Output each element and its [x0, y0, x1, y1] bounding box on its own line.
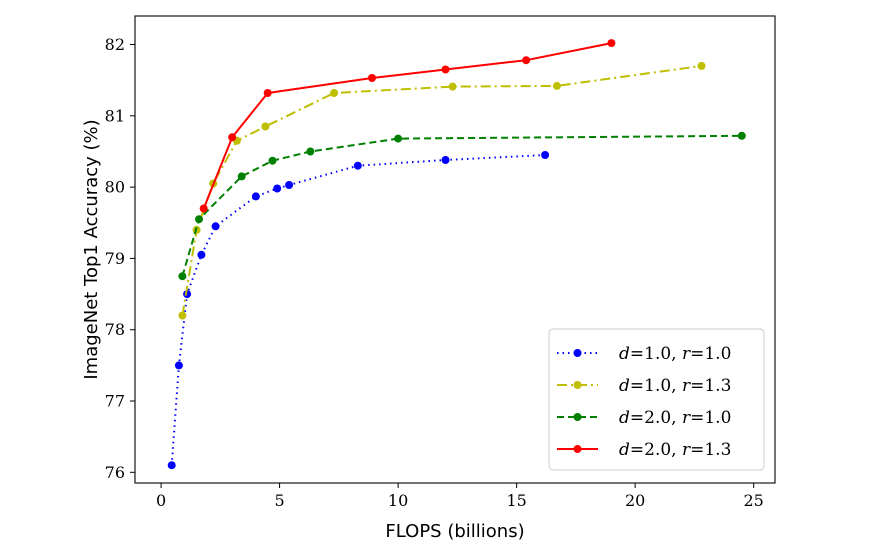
series-3 [199, 39, 616, 213]
data-point [368, 74, 376, 82]
series-line [170, 154, 546, 466]
x-tick-label: 0 [156, 491, 166, 510]
x-tick-label: 20 [625, 491, 645, 510]
legend-value: =1.3 [690, 376, 731, 396]
legend-variable: d [619, 376, 630, 396]
x-tick-label: 10 [388, 491, 408, 510]
y-tick-label: 82 [105, 35, 125, 54]
data-point [268, 156, 277, 165]
x-axis-ticks: 0 5 10 15 20 25 [156, 483, 764, 510]
legend-variable: r [682, 376, 691, 396]
data-point [285, 181, 294, 189]
plot-frame [134, 15, 776, 484]
x-tick-label: 5 [274, 491, 284, 510]
data-point [541, 151, 550, 159]
legend-value: =2.0, [630, 440, 682, 460]
data-point [167, 461, 176, 470]
legend-label: d=2.0, r=1.3 [619, 440, 731, 460]
series-0 [167, 151, 550, 470]
data-point [211, 222, 220, 231]
series-layer [167, 39, 746, 470]
data-point [195, 215, 203, 224]
legend-variable: d [619, 440, 630, 460]
data-point [522, 56, 531, 65]
y-tick-label: 81 [105, 106, 125, 125]
series-2 [178, 131, 746, 281]
data-point [552, 81, 561, 90]
y-tick-label: 80 [105, 178, 125, 197]
data-point [174, 361, 183, 370]
legend-label: d=2.0, r=1.0 [619, 408, 731, 428]
x-tick-label: 15 [506, 491, 526, 510]
data-point [273, 184, 282, 193]
legend-label: d=1.0, r=1.0 [619, 344, 731, 364]
data-point [737, 131, 746, 140]
legend-box [548, 328, 765, 471]
legend-variable: r [682, 344, 691, 364]
legend-value: =2.0, [630, 408, 682, 428]
legend-item: d=1.0, r=1.0 [557, 344, 731, 364]
y-tick-label: 78 [105, 320, 125, 339]
legend-item: d=2.0, r=1.3 [557, 440, 731, 460]
data-point [237, 172, 246, 181]
legend-label: d=1.0, r=1.3 [619, 376, 731, 396]
legend-value: =1.0, [630, 376, 682, 396]
legend-variable: r [682, 408, 691, 428]
legend-value: =1.3 [690, 440, 731, 460]
data-point [448, 82, 457, 91]
x-tick-label: 25 [743, 491, 763, 510]
legend-variable: d [619, 344, 630, 364]
data-point [441, 156, 450, 164]
data-point [394, 134, 403, 143]
legend-value: =1.0, [630, 344, 682, 364]
legend-item: d=1.0, r=1.3 [557, 376, 731, 396]
legend-item: d=2.0, r=1.0 [557, 408, 731, 428]
series-1 [178, 61, 706, 320]
data-point [251, 192, 260, 201]
legend: d=1.0, r=1.0d=1.0, r=1.3d=2.0, r=1.0d=2.… [548, 328, 765, 471]
y-axis-ticks: 76 77 78 79 80 81 82 [105, 35, 135, 482]
legend-swatch-marker [573, 413, 582, 421]
data-point [261, 122, 270, 131]
legend-value: =1.0 [690, 408, 731, 428]
series-line [181, 134, 742, 277]
y-tick-label: 76 [105, 463, 125, 482]
data-point [263, 89, 272, 97]
legend-swatch-marker [573, 445, 582, 453]
data-point [441, 65, 450, 74]
data-point [697, 61, 706, 70]
x-axis-title: FLOPS (billions) [385, 521, 524, 542]
data-point [306, 147, 315, 156]
data-point [178, 272, 187, 281]
legend-variable: r [682, 440, 691, 460]
data-point [330, 89, 339, 97]
legend-swatch-marker [573, 349, 582, 357]
data-point [197, 250, 206, 259]
legend-variable: d [619, 408, 630, 428]
legend-value: =1.0 [690, 344, 731, 364]
y-axis-title: ImageNet Top1 Accuracy (%) [81, 119, 102, 379]
y-tick-label: 77 [105, 392, 125, 411]
data-point [199, 204, 208, 213]
series-line [181, 64, 702, 316]
data-point [607, 39, 616, 48]
data-point [183, 290, 192, 299]
y-tick-label: 79 [105, 249, 125, 268]
data-point [353, 161, 362, 170]
legend-swatch-marker [573, 381, 582, 389]
data-point [228, 133, 237, 142]
data-point [178, 311, 187, 320]
